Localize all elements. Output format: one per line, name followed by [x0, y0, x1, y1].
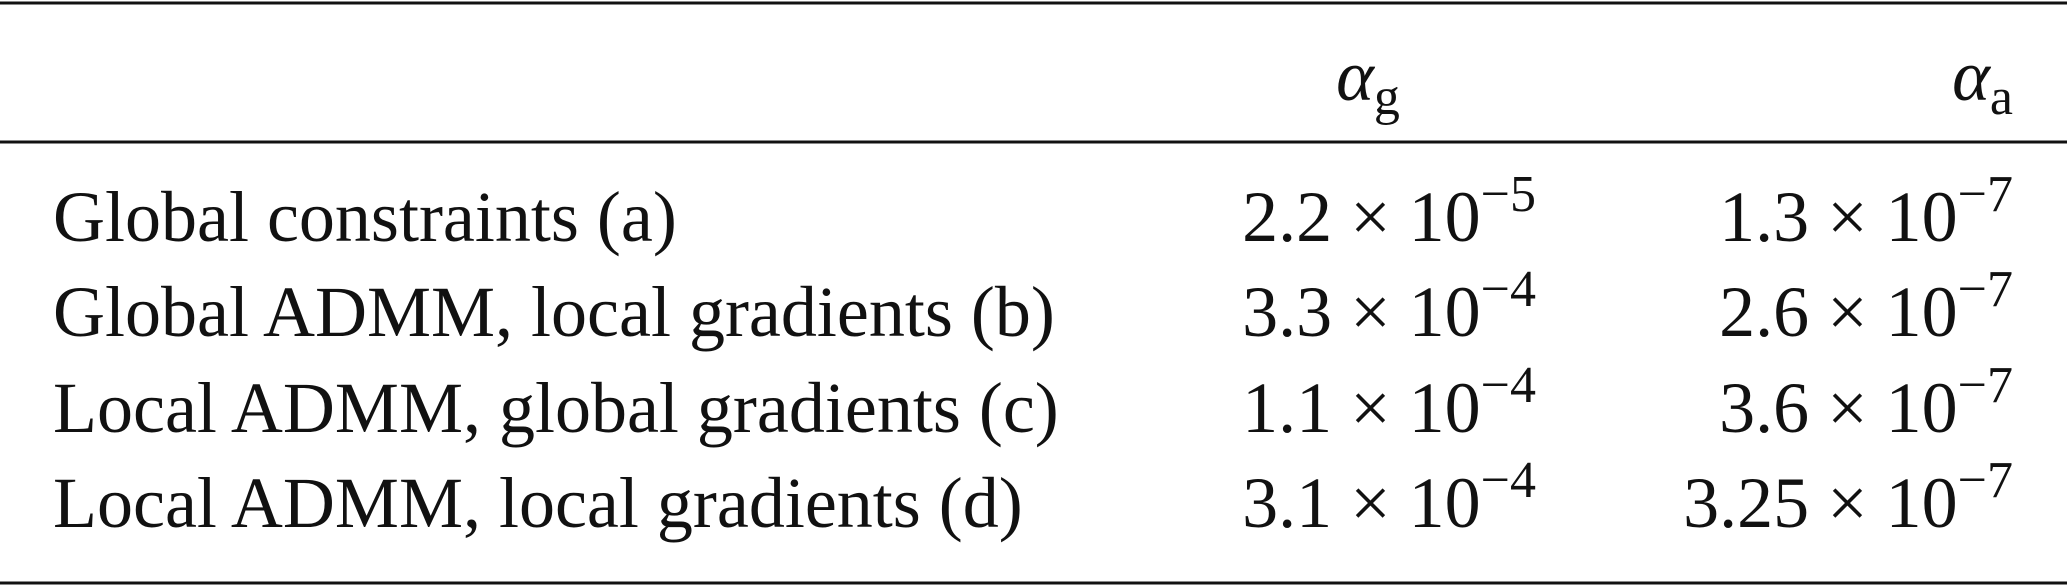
cell-exponent: −7: [1958, 357, 2013, 414]
row-label: Local ADMM, local gradients (d): [53, 463, 1023, 543]
cell-mantissa: 1.1 × 10: [1242, 368, 1481, 448]
cell-mantissa: 2.6 × 10: [1719, 272, 1958, 352]
cell-mantissa: 3.25 × 10: [1683, 463, 1958, 543]
row-label: Global constraints (a): [53, 177, 677, 257]
cell-exponent: −7: [1958, 166, 2013, 223]
cell-exponent: −4: [1481, 452, 1536, 509]
cell-mantissa: 1.3 × 10: [1719, 177, 1958, 257]
cell-mantissa: 3.6 × 10: [1719, 368, 1958, 448]
header-symbol: α: [1336, 36, 1375, 116]
table-cell: 3.6 × 10−7: [1719, 357, 2013, 448]
cell-exponent: −7: [1958, 261, 2013, 318]
header-subscript: a: [1990, 69, 2013, 126]
table-cell: 2.6 × 10−7: [1719, 261, 2013, 352]
table-cell: 1.3 × 10−7: [1719, 166, 2013, 257]
column-header: αg: [1336, 36, 1400, 126]
column-header: αa: [1952, 36, 2013, 126]
cell-exponent: −7: [1958, 452, 2013, 509]
cell-exponent: −5: [1481, 166, 1536, 223]
cell-exponent: −4: [1481, 261, 1536, 318]
cell-exponent: −4: [1481, 357, 1536, 414]
table-cell: 2.2 × 10−5: [1242, 166, 1536, 257]
cell-mantissa: 3.1 × 10: [1242, 463, 1481, 543]
table-cell: 3.3 × 10−4: [1242, 261, 1536, 352]
header-symbol: α: [1952, 36, 1991, 116]
table-cell: 1.1 × 10−4: [1242, 357, 1536, 448]
header-subscript: g: [1374, 69, 1400, 126]
table-cell: 3.1 × 10−4: [1242, 452, 1536, 543]
row-label: Global ADMM, local gradients (b): [53, 272, 1055, 352]
row-label: Local ADMM, global gradients (c): [53, 368, 1059, 448]
table-cell: 3.25 × 10−7: [1683, 452, 2013, 543]
cell-mantissa: 2.2 × 10: [1242, 177, 1481, 257]
cell-mantissa: 3.3 × 10: [1242, 272, 1481, 352]
